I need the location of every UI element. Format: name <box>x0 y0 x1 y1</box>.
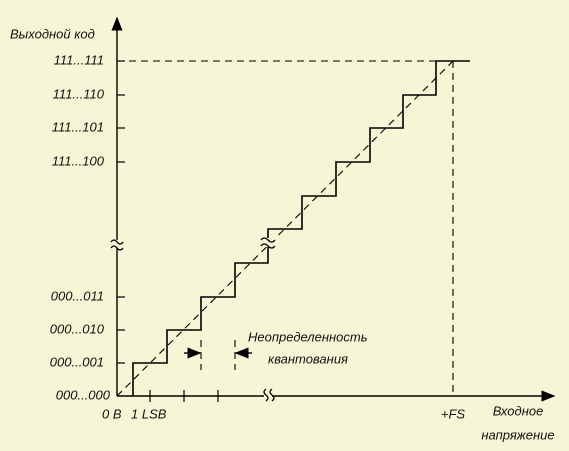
x-ticks <box>149 390 219 402</box>
annotation: Неопределенность <box>248 329 368 344</box>
origin-label: 0 В <box>102 406 122 421</box>
staircase-break <box>260 237 276 249</box>
y-ticks <box>117 60 125 364</box>
code-label: 111...110 <box>53 86 105 101</box>
full-scale-label: +FS <box>441 406 466 421</box>
code-label: 111...101 <box>52 119 104 134</box>
code-label: 111...100 <box>52 153 105 168</box>
code-label: 000...011 <box>51 288 104 303</box>
code-label: 000...001 <box>50 354 104 369</box>
staircase <box>132 60 470 396</box>
x-axis-label: напряжение <box>481 427 554 442</box>
code-label: 000...000 <box>56 387 111 402</box>
code-label: 000...010 <box>50 321 105 336</box>
y-axis-label: Выходной код <box>10 26 95 41</box>
x-axis-label: Входное <box>493 403 544 418</box>
code-label: 111...111 <box>54 52 104 67</box>
annotation: квантования <box>268 351 348 366</box>
axis-break <box>110 239 275 403</box>
lsb-label: 1 LSB <box>131 406 167 421</box>
